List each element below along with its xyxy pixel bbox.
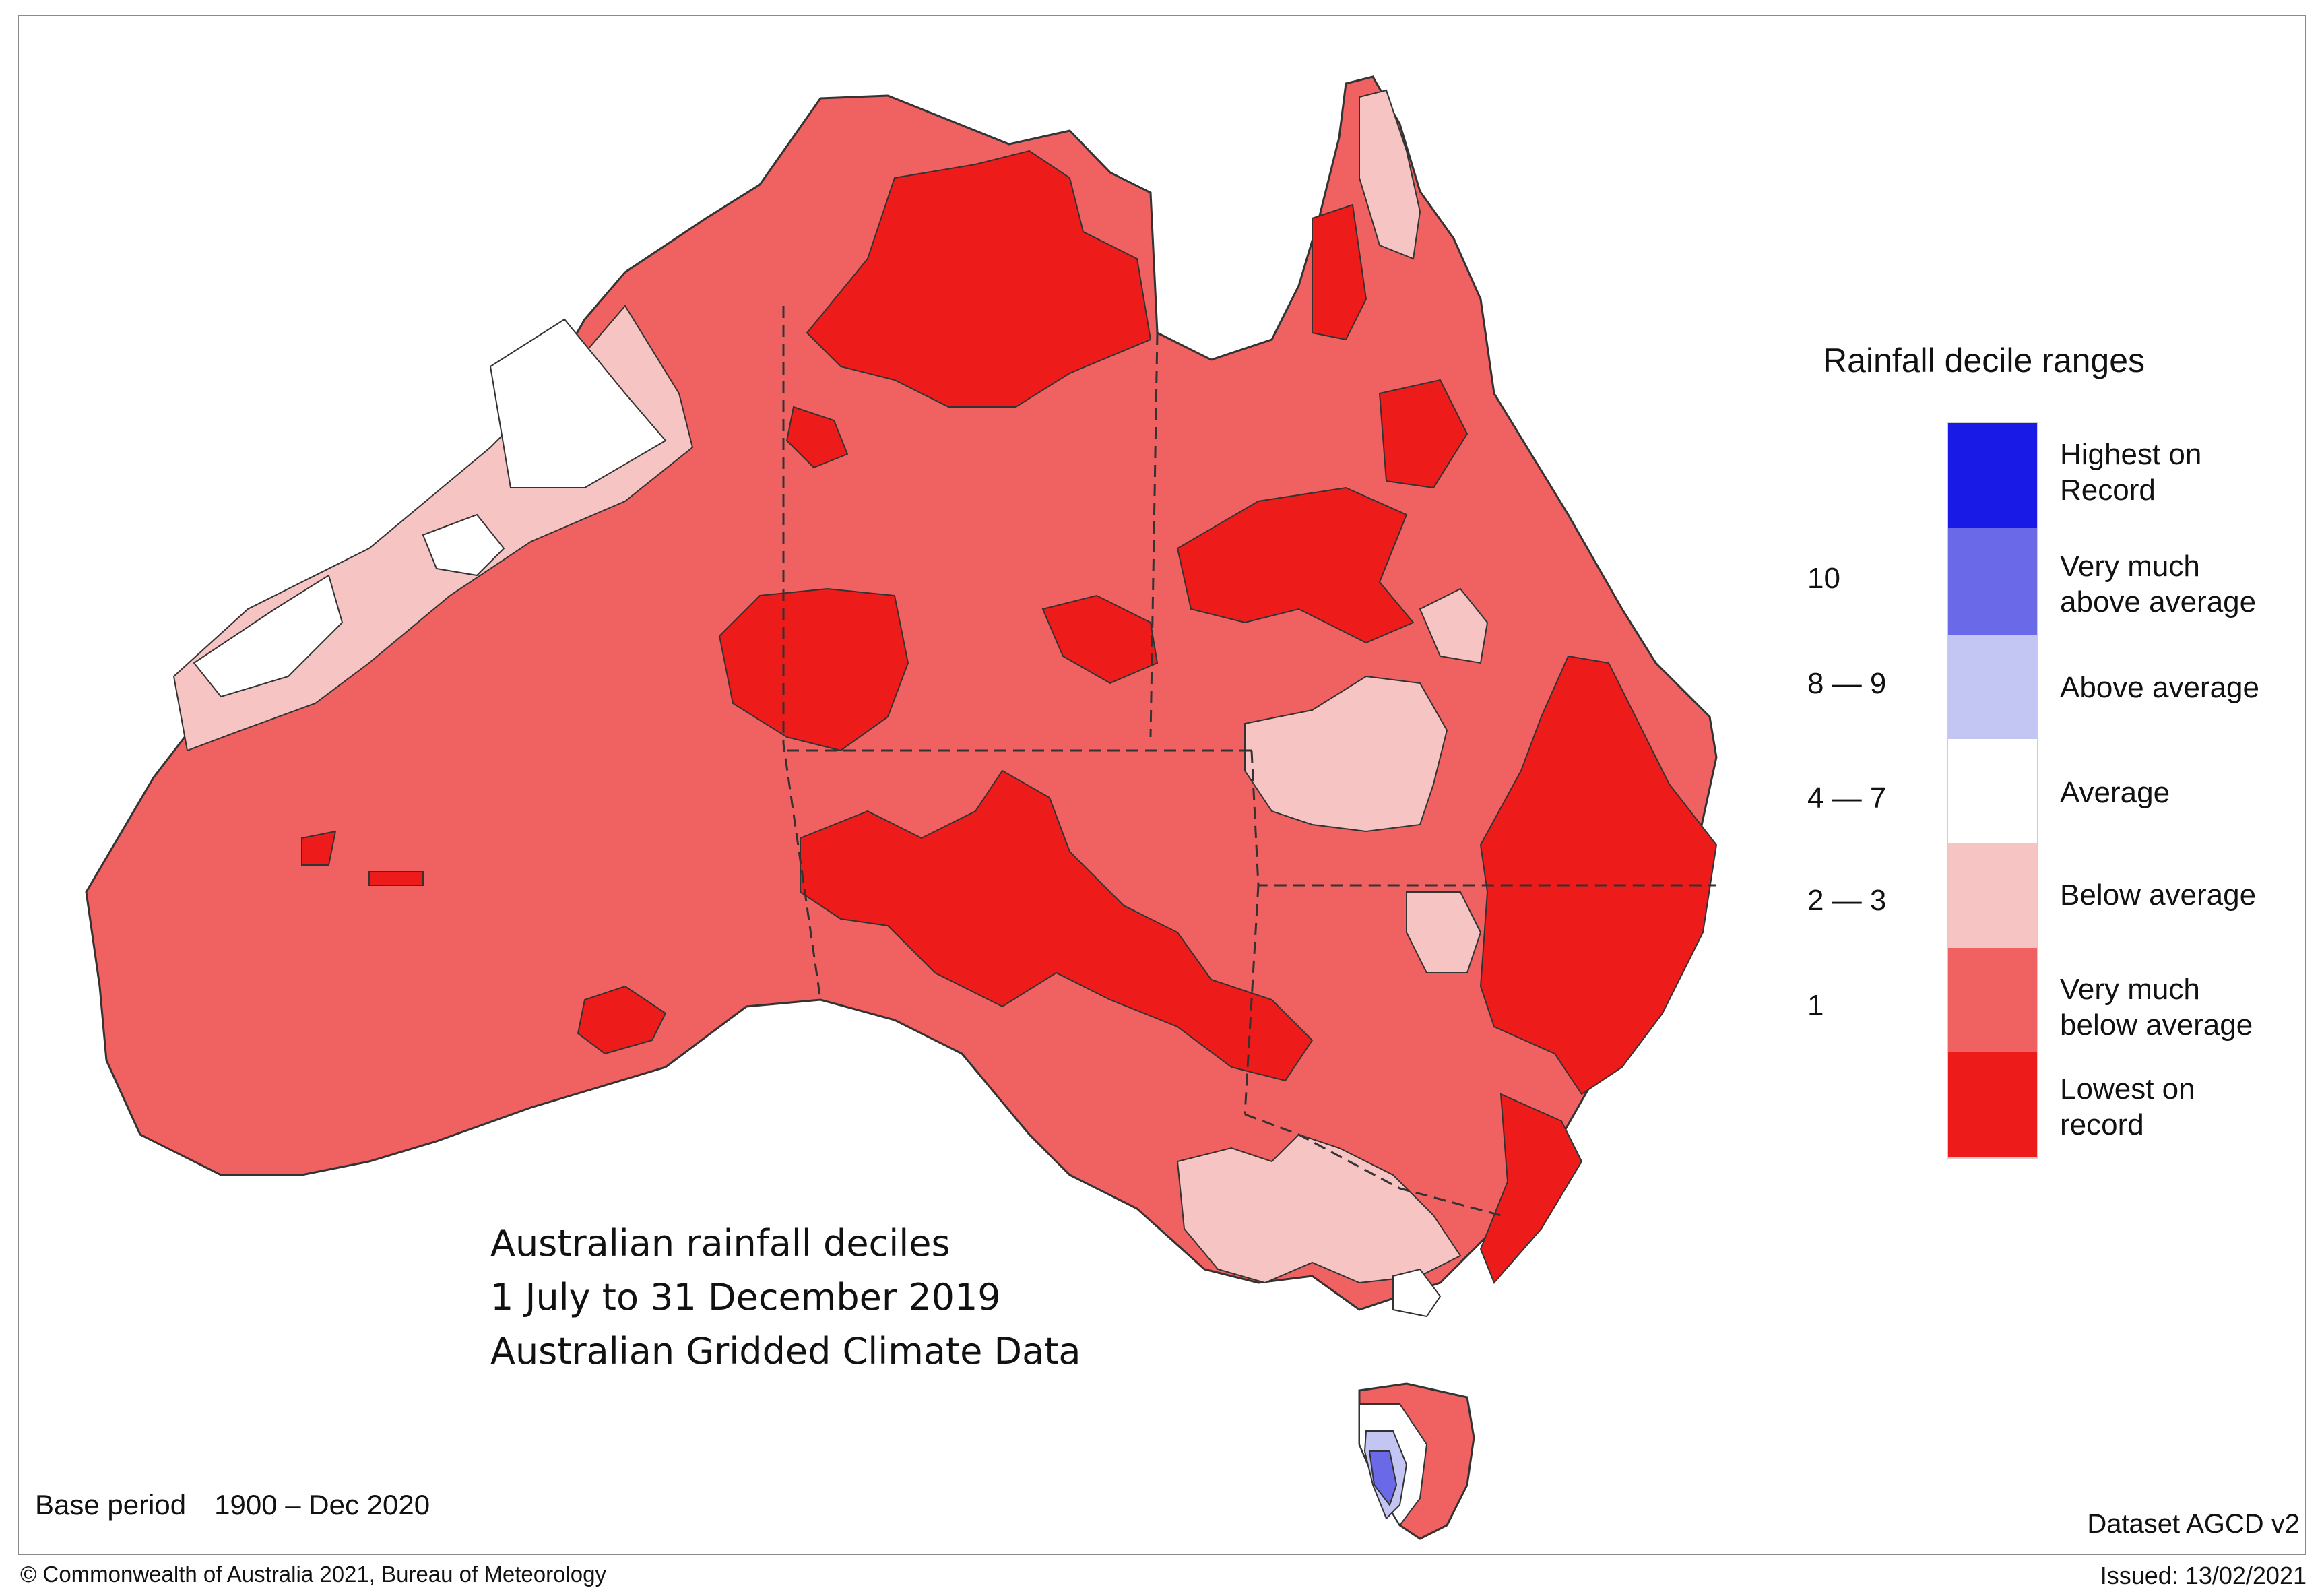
tasmania-very-much-above (1368, 1450, 1398, 1507)
legend-swatch-average (1947, 739, 2038, 843)
nt-east-lowest (1041, 594, 1159, 684)
range-label-4-7: 4 — 7 (1807, 781, 1887, 815)
qld-sw-below-average (1244, 675, 1448, 833)
map-title-line-1: Australian rainfall deciles (490, 1222, 950, 1265)
sa-nsw-border (1244, 885, 1260, 1115)
base-period-label: Base period (35, 1489, 187, 1521)
legend-label-above: Above average (2060, 671, 2259, 704)
nt-central-lowest (718, 587, 909, 752)
copyright-text: © Commonwealth of Australia 2021, Bureau… (20, 1562, 606, 1587)
legend-swatch-lowest (1947, 1052, 2038, 1159)
nsw-west-below-average (1406, 891, 1482, 973)
se-coast-lowest (1479, 1093, 1583, 1284)
qld-east-below-average (1419, 587, 1489, 664)
legend-label-very-much-above: Very much above average (2060, 550, 2257, 618)
cape-york-below-average (1359, 89, 1421, 260)
map-title-line-3: Australian Gridded Climate Data (490, 1330, 1081, 1372)
gascoyne-average (193, 574, 344, 698)
wa-south-lowest (577, 985, 667, 1055)
issued-date: Issued: 13/02/2021 (2100, 1562, 2306, 1589)
range-label-8-9: 8 — 9 (1807, 667, 1887, 700)
vic-below-average (1176, 1133, 1462, 1284)
base-period-value: 1900 – Dec 2020 (214, 1489, 430, 1521)
legend-swatch-highest (1947, 422, 2038, 528)
cape-york-lowest (1312, 203, 1367, 341)
nt-north-lowest-2 (785, 406, 849, 469)
range-label-1: 1 (1807, 989, 1824, 1022)
wa-border (782, 306, 822, 1000)
legend-label-below: Below average (2060, 879, 2257, 912)
pilbara-average-2 (422, 513, 505, 577)
australia-rainfall-decile-map (85, 75, 1718, 1540)
legend-label-lowest: Lowest on record (2060, 1073, 2195, 1141)
mainland-australia (85, 75, 1718, 1311)
legend-label-highest: Highest on Record (2060, 438, 2202, 507)
range-label-10: 10 (1807, 562, 1840, 595)
dataset-label: Dataset AGCD v2 (2087, 1509, 2300, 1539)
sa-lowest (800, 769, 1314, 1082)
wa-south-lowest-3 (368, 871, 424, 886)
vic-average (1392, 1268, 1442, 1318)
wa-south-lowest-2 (301, 830, 337, 866)
qld-nsw-east-lowest (1479, 655, 1718, 1095)
qld-central-lowest (1176, 486, 1415, 644)
legend-swatch-below (1947, 843, 2038, 948)
map-frame: Rainfall decile ranges Highest on Record… (18, 15, 2306, 1555)
legend-swatch-very-much-above (1947, 528, 2038, 635)
legend-title: Rainfall decile ranges (1823, 342, 2145, 379)
legend-swatch-above (1947, 635, 2038, 739)
top-end-lowest (806, 150, 1152, 408)
qld-gulf-lowest (1378, 379, 1468, 489)
map-title-line-2: 1 July to 31 December 2019 (490, 1276, 1001, 1318)
legend-label-very-much-below: Very much below average (2060, 973, 2253, 1042)
range-label-2-3: 2 — 3 (1807, 884, 1887, 917)
nt-qld-border (1149, 332, 1159, 738)
legend-swatch-very-much-below (1947, 948, 2038, 1052)
nsw-vic-border (1244, 1113, 1502, 1217)
pilbara-average (489, 318, 667, 488)
base-period: Base period 1900 – Dec 2020 (35, 1489, 458, 1521)
legend-label-average: Average (2060, 776, 2170, 809)
